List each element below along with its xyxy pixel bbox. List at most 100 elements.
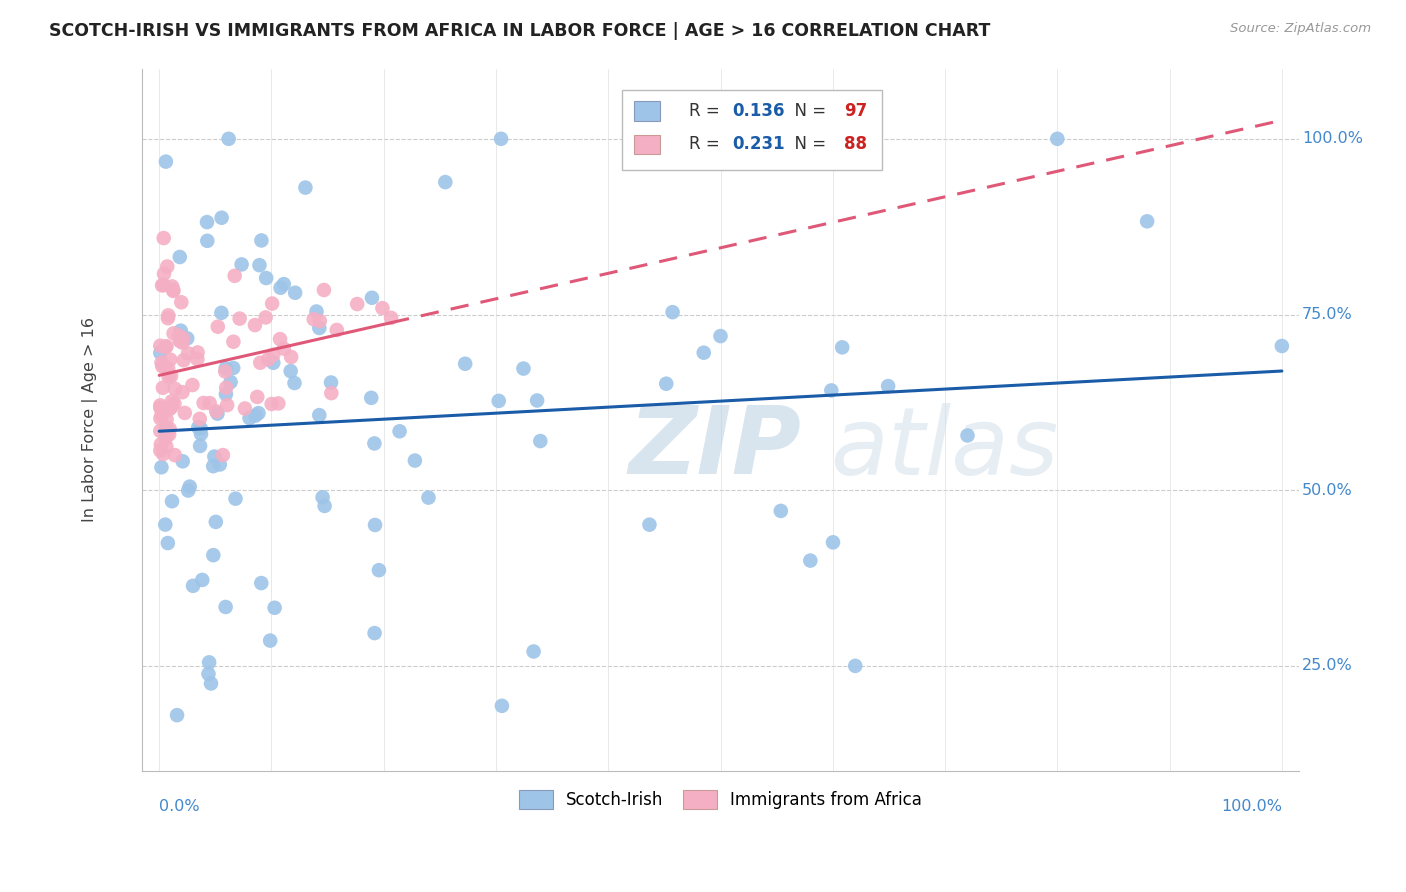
Point [195, 234, 218, 248]
Text: N =: N = [785, 102, 831, 120]
Point [167, 328, 190, 343]
Point [188, 439, 211, 453]
Point [155, 412, 177, 426]
Text: 97: 97 [844, 102, 868, 120]
Text: In Labor Force | Age > 16: In Labor Force | Age > 16 [83, 318, 98, 523]
Point [1046, 132, 1069, 146]
Text: 50.0%: 50.0% [1302, 483, 1353, 498]
Point [314, 499, 336, 513]
Point [187, 345, 209, 359]
Point [152, 278, 174, 293]
Text: 88: 88 [844, 136, 868, 153]
Point [197, 666, 219, 681]
Point [190, 426, 212, 441]
Point [149, 401, 172, 415]
Point [361, 291, 384, 305]
Point [202, 459, 225, 474]
Point [215, 361, 238, 376]
Point [270, 281, 292, 295]
Point [162, 283, 184, 297]
Point [173, 406, 195, 420]
Point [273, 342, 295, 356]
Point [159, 422, 181, 436]
Point [308, 408, 330, 422]
Point [454, 357, 477, 371]
Point [249, 356, 271, 370]
Point [177, 483, 200, 498]
Point [693, 345, 716, 359]
Point [799, 553, 821, 567]
Point [190, 421, 212, 435]
Point [877, 379, 900, 393]
Point [245, 409, 267, 423]
Point [215, 381, 238, 395]
Point [267, 396, 290, 410]
Point [205, 404, 228, 418]
Point [311, 490, 333, 504]
Point [262, 356, 284, 370]
Point [155, 517, 177, 532]
Point [259, 633, 281, 648]
Point [152, 231, 174, 245]
Point [269, 332, 291, 346]
Point [152, 447, 174, 461]
Point [319, 376, 342, 390]
Point [260, 397, 283, 411]
Point [263, 600, 285, 615]
Point [283, 376, 305, 390]
Point [512, 361, 534, 376]
Point [488, 393, 510, 408]
Point [172, 454, 194, 468]
Bar [634, 135, 659, 154]
Point [157, 361, 180, 376]
FancyBboxPatch shape [623, 89, 883, 170]
Point [160, 394, 183, 409]
Point [709, 329, 731, 343]
Point [238, 411, 260, 425]
Point [217, 398, 239, 412]
Point [163, 397, 186, 411]
Point [149, 437, 172, 451]
Point [155, 440, 177, 454]
Point [218, 132, 240, 146]
Text: N =: N = [785, 136, 831, 153]
Point [280, 350, 302, 364]
Point [153, 359, 176, 374]
Point [172, 331, 194, 345]
Point [312, 283, 335, 297]
Point [169, 334, 191, 348]
Point [202, 450, 225, 464]
Point [844, 659, 866, 673]
Point [176, 331, 198, 345]
Point [388, 425, 411, 439]
Point [149, 401, 172, 415]
Text: 25.0%: 25.0% [1302, 658, 1353, 673]
Point [155, 154, 177, 169]
Point [219, 375, 242, 389]
Point [243, 318, 266, 332]
Point [195, 215, 218, 229]
Point [380, 310, 402, 325]
Point [160, 369, 183, 384]
Point [246, 390, 269, 404]
Point [191, 573, 214, 587]
Point [170, 295, 193, 310]
Point [207, 407, 229, 421]
Point [172, 385, 194, 400]
Point [280, 364, 302, 378]
Point [273, 277, 295, 292]
Point [326, 323, 349, 337]
Point [193, 396, 215, 410]
Point [181, 378, 204, 392]
Point [159, 352, 181, 367]
Point [202, 548, 225, 562]
Point [368, 563, 391, 577]
Point [215, 387, 238, 401]
Point [157, 370, 180, 384]
Point [1271, 339, 1294, 353]
Point [179, 480, 201, 494]
Text: atlas: atlas [831, 402, 1059, 493]
Point [489, 132, 512, 146]
Point [262, 296, 284, 310]
Point [200, 676, 222, 690]
